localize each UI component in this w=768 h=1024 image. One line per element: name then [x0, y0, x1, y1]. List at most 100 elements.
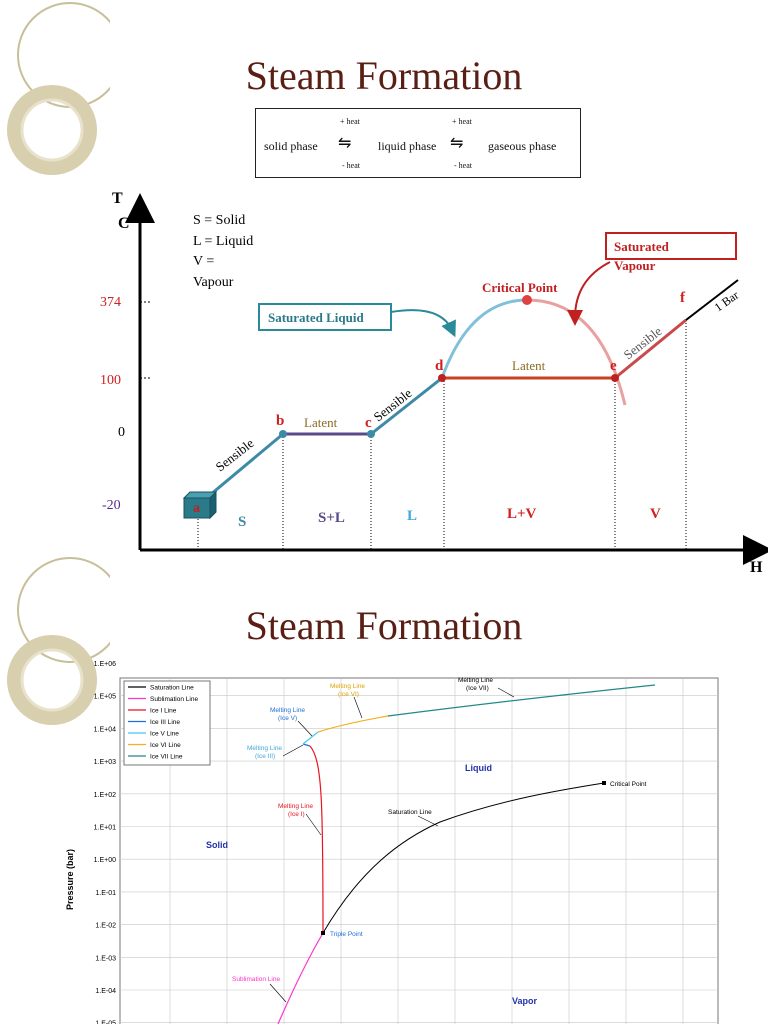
gaseous-phase-label: gaseous phase: [488, 139, 557, 153]
x-axis-label: H: [750, 559, 763, 576]
ice-vi-line: [317, 715, 389, 733]
ann-ice3-1: Melting Line: [247, 745, 282, 752]
ice-vii-line: [387, 684, 656, 717]
saturation-line: [322, 782, 605, 934]
solid-phase-label: solid phase: [264, 139, 318, 153]
heating-curve-diagram: T C H S = Solid L = Liquid V = Vapour 37…: [100, 190, 768, 576]
slide1-title: Steam Formation: [245, 53, 523, 98]
plus-heat-label-2: + heat: [452, 117, 472, 126]
region-s-l: S+L: [318, 510, 345, 526]
y-tick-label: 1.E+02: [94, 792, 116, 799]
minus-heat-label: - heat: [342, 161, 360, 170]
region-solid: Solid: [206, 840, 228, 850]
plot-area: [119, 677, 719, 1024]
one-bar-line: [685, 279, 739, 321]
y-tick-label: 1.E-03: [95, 955, 116, 962]
decorative-rings-top: [7, 2, 110, 175]
minus-heat-label-2: - heat: [454, 161, 472, 170]
ann-ice6-2: (Ice VI): [338, 691, 359, 698]
ann-sublimation: Sublimation Line: [232, 976, 280, 983]
y-tick-label: 1.E+05: [94, 694, 116, 701]
sublimation-line: [277, 932, 324, 1024]
point-a: a: [193, 501, 200, 516]
ann-ice3-2: (Ice III): [255, 753, 275, 760]
saturated-liquid-box: [258, 303, 392, 331]
slide2-title: Steam Formation: [245, 603, 523, 648]
region-v: V: [650, 506, 661, 522]
y-tick-label: 1.E+06: [94, 661, 116, 668]
critical-point-label: Critical Point: [482, 280, 558, 295]
y-tick-label: 1.E-01: [95, 890, 116, 897]
saturated-vapour-label-2: Vapour: [614, 258, 656, 273]
triple-point-marker: [321, 931, 325, 935]
y-tick-label: 1.E+00: [94, 857, 116, 864]
decorative-rings-bottom: [7, 557, 110, 725]
one-bar-label: 1 Bar: [712, 288, 742, 315]
point-d: d: [435, 358, 444, 374]
ice-i-line: [309, 745, 324, 934]
y-tick-label: 1.E+04: [94, 726, 116, 733]
saturated-liquid-label: Saturated Liquid: [268, 310, 364, 325]
point-e: e: [610, 358, 617, 374]
y-tick-label: 1.E+01: [94, 825, 116, 832]
legend-line-3: V =: [193, 254, 214, 269]
chart-legend: [123, 680, 211, 766]
y-axis-label: Pressure (bar): [65, 849, 75, 910]
latent-label-de: Latent: [512, 358, 546, 373]
ann-ice5-2: (Ice V): [278, 715, 297, 722]
temp-100: 100: [100, 373, 121, 388]
point-c: c: [365, 415, 372, 431]
y-tick-label: 1.E-02: [95, 923, 116, 930]
ann-ice7-1: Melting Line: [458, 677, 493, 684]
ann-triple: Triple Point: [330, 931, 363, 938]
latent-label-bc: Latent: [304, 415, 338, 430]
ann-ice6-1: Melting Line: [330, 683, 365, 690]
phase-change-box: solid phase + heat ⇋ - heat liquid phase…: [255, 108, 581, 178]
legend-label: Saturation Line: [150, 685, 194, 692]
saturated-vapour-box: [605, 232, 737, 260]
region-s: S: [238, 514, 246, 530]
y-axis-top-label: T: [112, 190, 123, 207]
segment-e-f: [614, 318, 687, 380]
point-b: b: [276, 413, 284, 429]
temp-minus20: -20: [102, 498, 121, 513]
saturated-vapour-curve: [526, 298, 627, 406]
legend-line-4: Vapour: [193, 275, 234, 290]
y-tick-label: 1.E+03: [94, 759, 116, 766]
ann-ice5-1: Melting Line: [270, 707, 305, 714]
y-tick-label: 1.E-05: [95, 1021, 116, 1024]
region-l-v: L+V: [507, 506, 537, 522]
legend-label: Ice I Line: [150, 708, 177, 715]
saturated-vapour-label-1: Saturated: [614, 239, 670, 254]
sensible-label-ab: Sensible: [213, 435, 257, 474]
liquid-phase-label: liquid phase: [378, 139, 437, 153]
temp-374: 374: [100, 295, 121, 310]
ice-v-line: [302, 731, 319, 745]
segment-c-d: [370, 376, 443, 436]
equilibrium-arrow-icon: ⇋: [338, 135, 352, 152]
ann-saturation: Saturation Line: [388, 809, 432, 816]
legend-label: Ice III Line: [150, 719, 180, 726]
ann-critical: Critical Point: [610, 781, 647, 788]
ann-ice1-1: Melting Line: [278, 803, 313, 810]
y-axis-unit-label: C: [118, 215, 130, 232]
point-f: f: [680, 290, 686, 306]
legend-label: Sublimation Line: [150, 696, 198, 703]
equilibrium-arrow-icon-2: ⇋: [450, 135, 464, 152]
temp-0: 0: [118, 425, 125, 440]
phase-diagram-chart: 1.E+06 1.E+05 1.E+04 1.E+03 1.E+02 1.E+01 1.E+…: [65, 661, 719, 1024]
ann-ice7-2: (Ice VII): [466, 685, 489, 692]
legend-label: Ice VI Line: [150, 742, 181, 749]
region-liquid: Liquid: [465, 763, 492, 773]
region-dividers: [197, 320, 687, 550]
legend-line-1: S = Solid: [193, 213, 245, 228]
critical-point-marker: [602, 781, 606, 785]
ice-cube-icon: [182, 490, 218, 520]
plus-heat-label: + heat: [340, 117, 360, 126]
saturated-liquid-curve: [440, 298, 528, 379]
legend-line-2: L = Liquid: [193, 234, 253, 249]
region-vapor: Vapor: [512, 996, 538, 1006]
legend-label: Ice VII Line: [150, 754, 183, 761]
ice-iii-line: [302, 743, 311, 747]
region-l: L: [407, 508, 417, 524]
